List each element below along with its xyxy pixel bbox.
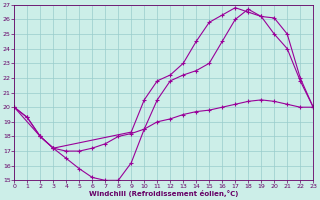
X-axis label: Windchill (Refroidissement éolien,°C): Windchill (Refroidissement éolien,°C): [89, 190, 238, 197]
